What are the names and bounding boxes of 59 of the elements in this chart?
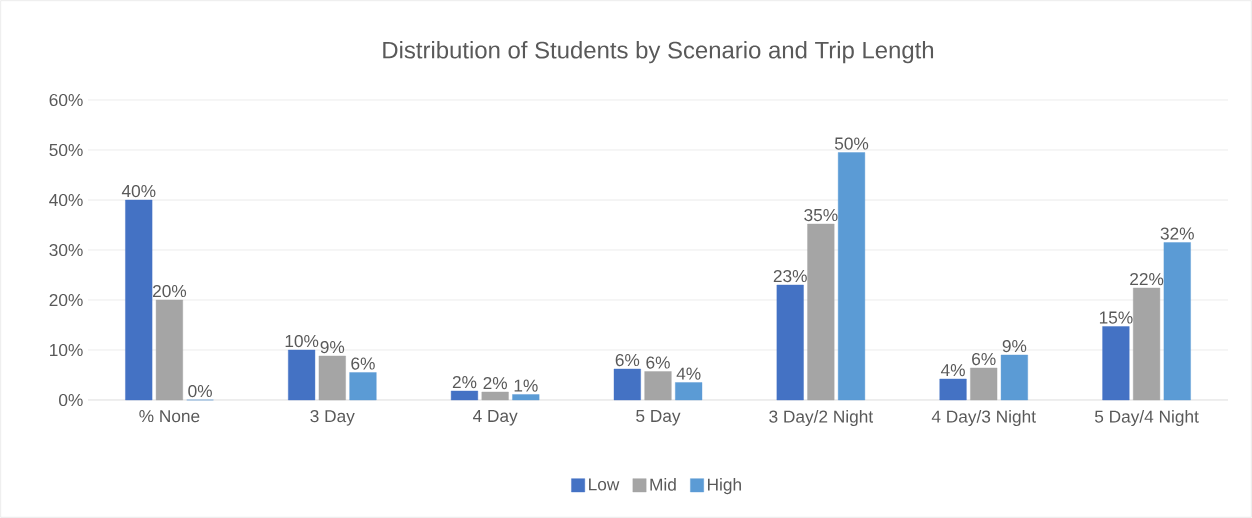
data-label: 32% [1160,227,1194,240]
y-tick-label: 60% [49,93,83,107]
y-tick-label: 0% [59,393,83,407]
bar [613,368,641,401]
data-label: 4% [940,364,965,377]
bar [1102,326,1130,401]
x-tick-label: 5 Day [636,410,681,426]
bar [644,371,672,401]
bar [970,367,998,401]
bar [1133,287,1161,401]
bar [512,394,540,401]
data-label: 1% [514,379,538,392]
bar [349,372,377,401]
bar [125,199,153,401]
bar [481,391,509,401]
data-label: 10% [285,334,319,348]
bar [939,378,967,401]
legend-label: High [707,478,741,495]
data-label: 6% [615,353,640,367]
y-tick-label: 40% [49,193,83,207]
legend-label: Low [589,478,620,491]
data-label: 6% [351,357,375,370]
bar [1163,242,1191,401]
y-tick-label: 50% [49,143,83,157]
data-label: 2% [483,376,508,390]
bar [288,349,316,401]
data-label: 2% [452,375,477,389]
x-tick-label: 5 Day/4 Night [1094,410,1199,427]
data-label: 20% [153,284,187,298]
bar [1000,354,1028,401]
data-label: 40% [121,184,156,198]
data-label: 50% [834,137,869,150]
y-tick-label: 20% [49,293,83,307]
data-label: 15% [1099,311,1133,324]
bar [318,355,346,401]
chart-title: Distribution of Students by Scenario and Trip Length [383,41,934,64]
x-tick-label: 4 Day/3 Night [931,410,1036,427]
bar [807,223,835,401]
bar [776,284,804,401]
data-label: 35% [804,208,838,222]
data-label: 6% [972,352,996,366]
data-label: 4% [676,367,701,380]
x-tick-label: 3 Day/2 Night [769,410,874,427]
x-tick-label: % None [139,410,200,423]
bar [837,152,866,401]
data-label: 22% [1130,272,1164,286]
bar [450,390,479,401]
y-tick-label: 10% [50,343,83,357]
data-label: 23% [773,269,807,283]
data-label: 9% [1002,339,1027,353]
bar [675,382,703,401]
x-tick-label: 3 Day [310,410,355,426]
data-label: 9% [320,340,345,354]
data-label: 0% [188,384,212,398]
data-label: 6% [646,356,670,369]
y-tick-label: 30% [49,243,83,257]
legend-label: Mid [650,478,676,491]
x-tick-label: 4 Day [472,410,518,426]
bar [155,299,183,401]
